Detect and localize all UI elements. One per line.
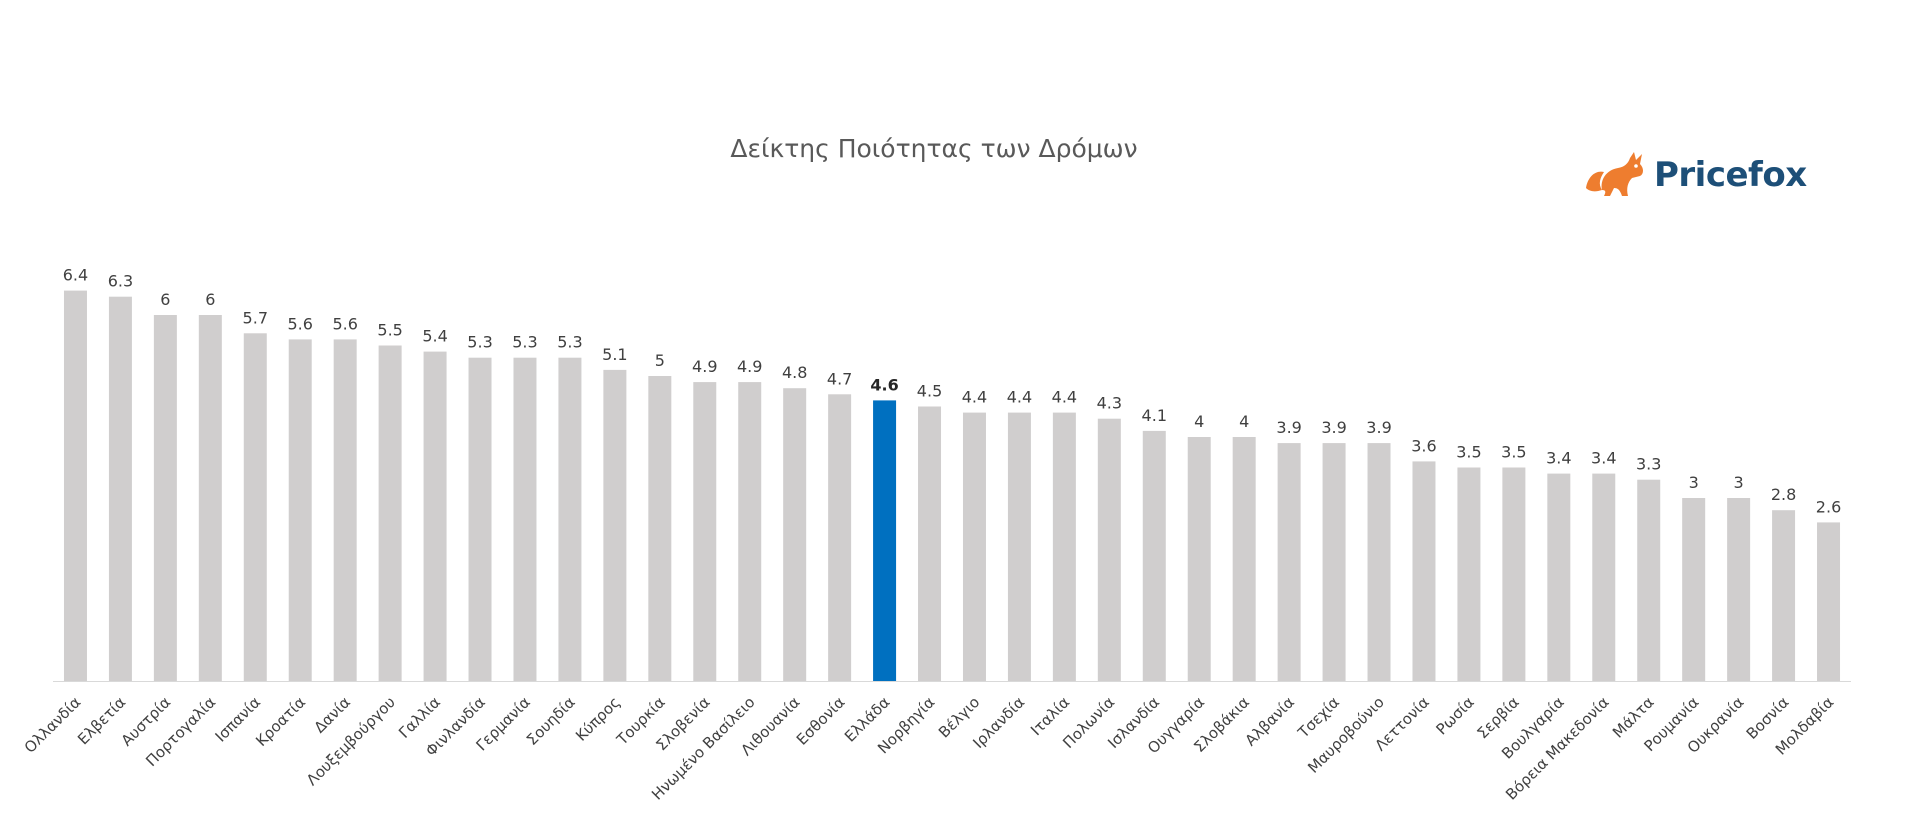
- data-label: 5.5: [377, 321, 402, 340]
- bar: [243, 333, 267, 681]
- data-label: 3.9: [1276, 418, 1301, 437]
- data-label: 3.9: [1321, 418, 1346, 437]
- bar: [873, 400, 897, 681]
- bar: [1232, 437, 1256, 681]
- data-label: 4: [1194, 412, 1204, 431]
- data-label: 3: [1689, 473, 1699, 492]
- data-label: 4.4: [962, 388, 987, 407]
- data-label: 3.9: [1366, 418, 1391, 437]
- data-label: 3.5: [1501, 443, 1526, 462]
- bar: [378, 345, 402, 681]
- bar: [468, 357, 492, 681]
- bar: [333, 339, 357, 681]
- data-label: 4.5: [917, 382, 942, 401]
- fox-icon: [1586, 152, 1643, 196]
- category-label: Αλβανία: [1241, 693, 1298, 750]
- bar: [648, 376, 672, 681]
- bar: [1592, 473, 1616, 681]
- bar: [1547, 473, 1571, 681]
- data-label: 6: [160, 290, 170, 309]
- data-label: 6: [205, 290, 215, 309]
- category-label: Εσθονία: [793, 693, 849, 749]
- category-label: Κροατία: [252, 693, 309, 750]
- data-label: 2.8: [1771, 485, 1796, 504]
- data-label: 3: [1734, 473, 1744, 492]
- category-label: Ολλανδία: [21, 693, 85, 757]
- bar: [1727, 498, 1751, 681]
- bar: [1367, 443, 1391, 681]
- data-label: 5: [655, 351, 665, 370]
- bar: [288, 339, 312, 681]
- data-label: 5.3: [512, 333, 537, 352]
- data-label: 4.9: [737, 357, 762, 376]
- bar: [603, 369, 627, 681]
- bar: [918, 406, 942, 681]
- data-label: 5.3: [557, 333, 582, 352]
- bar: [423, 351, 447, 681]
- bars-layer: [63, 290, 1841, 681]
- bar: [1682, 498, 1706, 681]
- data-label: 3.5: [1456, 443, 1481, 462]
- data-label: 4.9: [692, 357, 717, 376]
- bar: [1817, 522, 1841, 681]
- category-label: Ρωσία: [1432, 693, 1477, 738]
- category-label: Δανία: [311, 693, 355, 737]
- data-label: 4: [1239, 412, 1249, 431]
- bar: [1502, 467, 1526, 681]
- data-label: 5.6: [332, 314, 357, 333]
- data-label: 6.4: [63, 266, 88, 285]
- chart-title: Δείκτης Ποιότητας των Δρόμων: [730, 134, 1138, 163]
- bar: [1052, 412, 1076, 681]
- data-label: 3.4: [1546, 449, 1571, 468]
- category-label: Σουηδία: [523, 693, 579, 749]
- data-label: 4.4: [1052, 388, 1077, 407]
- bar: [1277, 443, 1301, 681]
- bar: [738, 382, 762, 681]
- bar: [962, 412, 986, 681]
- pricefox-logo-text: Pricefox: [1654, 155, 1807, 195]
- bar: [693, 382, 717, 681]
- data-label: 6.3: [108, 272, 133, 291]
- data-label: 5.6: [287, 314, 312, 333]
- value-labels-layer: 6.4 6.3 6 6 5.7 5.6 5.6 5.5 5.4 5.3 5.3 5.3 5.1 5 4.9 4…: [63, 266, 1842, 517]
- bar: [1322, 443, 1346, 681]
- data-label: 4.7: [827, 369, 852, 388]
- bar: [63, 290, 87, 681]
- data-label: 4.4: [1007, 388, 1032, 407]
- data-label: 5.7: [243, 308, 268, 327]
- data-label: 3.4: [1591, 449, 1616, 468]
- bar: [198, 315, 222, 681]
- bar: [1412, 461, 1436, 681]
- category-labels-layer: ΟλλανδίαΕλβετίαΑυστρίαΠορτογαλίαΙσπανίαΚ…: [21, 693, 1838, 804]
- data-label: 5.4: [422, 327, 447, 346]
- data-label: 2.6: [1816, 497, 1841, 516]
- bar: [1142, 430, 1166, 681]
- bar: [558, 357, 582, 681]
- data-label: 4.6: [870, 375, 898, 394]
- data-label: 3.6: [1411, 436, 1436, 455]
- data-label: 4.8: [782, 363, 807, 382]
- data-label: 4.1: [1142, 406, 1167, 425]
- bar: [1637, 479, 1661, 681]
- pricefox-logo: Pricefox: [1582, 148, 1807, 202]
- data-label: 4.3: [1097, 394, 1122, 413]
- bar: [1097, 418, 1121, 681]
- data-label: 3.3: [1636, 455, 1661, 474]
- data-label: 5.3: [467, 333, 492, 352]
- bar: [513, 357, 537, 681]
- bar: [828, 394, 852, 681]
- bar: [1772, 510, 1796, 681]
- bar: [1457, 467, 1481, 681]
- bar: [783, 388, 807, 681]
- bar: [1007, 412, 1031, 681]
- bar: [153, 315, 177, 681]
- bar: [1187, 437, 1211, 681]
- data-label: 5.1: [602, 345, 627, 364]
- bar: [108, 296, 132, 681]
